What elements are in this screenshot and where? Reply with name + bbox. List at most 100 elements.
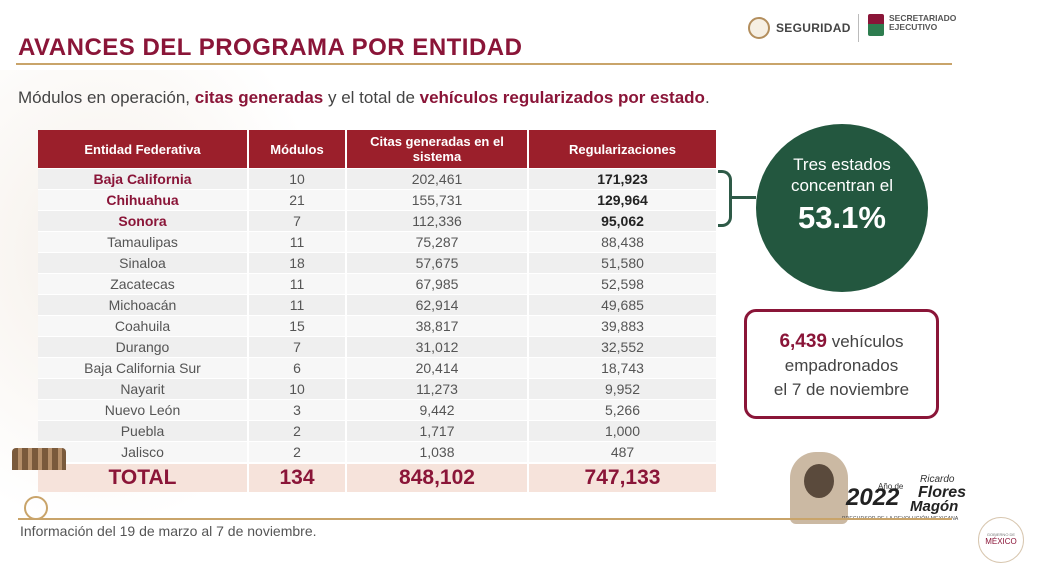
column-header-citas: Citas generadas en el sistema: [345, 130, 528, 169]
logo-flores: Flores: [918, 484, 967, 501]
column-header-entidad: Entidad Federativa: [38, 130, 248, 169]
cell-modulos: 18: [247, 252, 346, 274]
cell-entidad: Sonora: [38, 210, 248, 232]
title-divider: [16, 63, 952, 65]
cell-entidad: Michoacán: [38, 294, 248, 316]
concentration-callout: Tres estados concentran el 53.1%: [756, 124, 928, 292]
subtitle-emphasis-vehiculos: vehículos regularizados por estado: [419, 88, 705, 107]
cell-citas: 38,817: [345, 315, 528, 337]
logo-divider: [858, 14, 859, 42]
table-row: Nuevo León 3 9,442 5,266: [38, 399, 716, 421]
cell-entidad: Zacatecas: [38, 273, 248, 295]
cell-regularizaciones: 487: [527, 441, 716, 463]
table-row: Baja California Sur 6 20,414 18,743: [38, 357, 716, 379]
top-three-bracket: [718, 170, 732, 227]
cell-citas: 1,717: [345, 420, 528, 442]
total-label: TOTAL: [38, 462, 248, 492]
table-row: Tamaulipas 11 75,287 88,438: [38, 231, 716, 253]
table-total-row: TOTAL 134 848,102 747,133: [38, 462, 716, 492]
cell-regularizaciones: 95,062: [527, 210, 716, 232]
cell-regularizaciones: 1,000: [527, 420, 716, 442]
logo-year: 2022: [846, 484, 900, 511]
cell-entidad: Coahuila: [38, 315, 248, 337]
header: AVANCES DEL PROGRAMA POR ENTIDAD SEGURID…: [0, 0, 1042, 66]
column-header-modulos: Módulos: [247, 130, 346, 169]
cell-regularizaciones: 18,743: [527, 357, 716, 379]
gobierno-mexico-logo: GOBIERNO DE MÉXICO: [978, 517, 1024, 563]
cell-entidad: Chihuahua: [38, 189, 248, 211]
logo-magon: Magón: [910, 498, 959, 515]
secretariado-emblem-icon: [868, 14, 884, 36]
footer-divider: [18, 518, 952, 520]
seguridad-logo-text: SEGURIDAD: [776, 21, 851, 35]
total-citas: 848,102: [345, 462, 528, 492]
subtitle-emphasis-citas: citas generadas: [194, 88, 324, 107]
concentration-percent: 53.1%: [798, 200, 886, 235]
cell-regularizaciones: 52,598: [527, 273, 716, 295]
cell-regularizaciones: 49,685: [527, 294, 716, 316]
cell-citas: 57,675: [345, 252, 528, 274]
table-row: Jalisco 2 1,038 487: [38, 441, 716, 463]
cell-citas: 62,914: [345, 294, 528, 316]
cell-regularizaciones: 129,964: [527, 189, 716, 211]
cell-citas: 31,012: [345, 336, 528, 358]
cell-citas: 202,461: [345, 168, 528, 190]
cell-regularizaciones: 32,552: [527, 336, 716, 358]
cell-entidad: Baja California Sur: [38, 357, 248, 379]
registered-vehicles-line-3: el 7 de noviembre: [773, 380, 910, 399]
cell-citas: 112,336: [345, 210, 528, 232]
cell-citas: 67,985: [345, 273, 528, 295]
cell-modulos: 15: [247, 315, 346, 337]
historical-figures-illustration: [12, 448, 66, 470]
logo-anio: Año de: [878, 482, 904, 491]
cell-citas: 1,038: [345, 441, 528, 463]
cell-modulos: 7: [247, 336, 346, 358]
seal-watermark-icon: [24, 496, 48, 520]
cell-citas: 11,273: [345, 378, 528, 400]
cell-regularizaciones: 39,883: [527, 315, 716, 337]
page-title: AVANCES DEL PROGRAMA POR ENTIDAD: [18, 34, 523, 61]
table-row: Sonora 7 112,336 95,062: [38, 210, 716, 232]
entity-table: Entidad Federativa Módulos Citas generad…: [38, 130, 716, 492]
cell-citas: 20,414: [345, 357, 528, 379]
concentration-text: Tres estados concentran el: [790, 155, 894, 195]
table-row: Coahuila 15 38,817 39,883: [38, 315, 716, 337]
table-row: Puebla 2 1,717 1,000: [38, 420, 716, 442]
cell-modulos: 6: [247, 357, 346, 379]
ricardo-flores-magon-portrait: [790, 452, 848, 524]
cell-regularizaciones: 9,952: [527, 378, 716, 400]
gob-label: GOBIERNO DE: [986, 532, 1016, 537]
cell-modulos: 2: [247, 441, 346, 463]
cell-entidad: Nuevo León: [38, 399, 248, 421]
footer-note: Información del 19 de marzo al 7 de novi…: [20, 523, 317, 539]
total-modulos: 134: [247, 462, 346, 492]
cell-entidad: Tamaulipas: [38, 231, 248, 253]
table-row: Sinaloa 18 57,675 51,580: [38, 252, 716, 274]
cell-modulos: 2: [247, 420, 346, 442]
cell-regularizaciones: 171,923: [527, 168, 716, 190]
registered-vehicles-line-1: 6,439 vehículos: [747, 330, 936, 354]
table-row: Nayarit 10 11,273 9,952: [38, 378, 716, 400]
logo-ricardo: Ricardo: [920, 474, 955, 485]
secretariado-logo-text: SECRETARIADO EJECUTIVO: [889, 13, 957, 32]
eagle-seal-icon: [748, 17, 770, 39]
table-row: Chihuahua 21 155,731 129,964: [38, 189, 716, 211]
cell-modulos: 11: [247, 294, 346, 316]
table-row: Zacatecas 11 67,985 52,598: [38, 273, 716, 295]
cell-regularizaciones: 51,580: [527, 252, 716, 274]
subtitle-part-5: .: [704, 88, 710, 107]
subtitle: Módulos en operación, citas generadas y …: [18, 88, 710, 108]
cell-entidad: Jalisco: [38, 441, 248, 463]
cell-modulos: 11: [247, 273, 346, 295]
cell-citas: 75,287: [345, 231, 528, 253]
cell-entidad: Nayarit: [38, 378, 248, 400]
cell-regularizaciones: 5,266: [527, 399, 716, 421]
total-regularizaciones: 747,133: [527, 462, 716, 492]
table-row: Baja California 10 202,461 171,923: [38, 168, 716, 190]
cell-modulos: 7: [247, 210, 346, 232]
cell-modulos: 21: [247, 189, 346, 211]
cell-entidad: Sinaloa: [38, 252, 248, 274]
year-2022-logo: 2022 Año de Ricardo Flores Magón PRECURS…: [790, 450, 966, 524]
registered-vehicles-number: 6,439: [779, 331, 827, 352]
cell-modulos: 10: [247, 378, 346, 400]
